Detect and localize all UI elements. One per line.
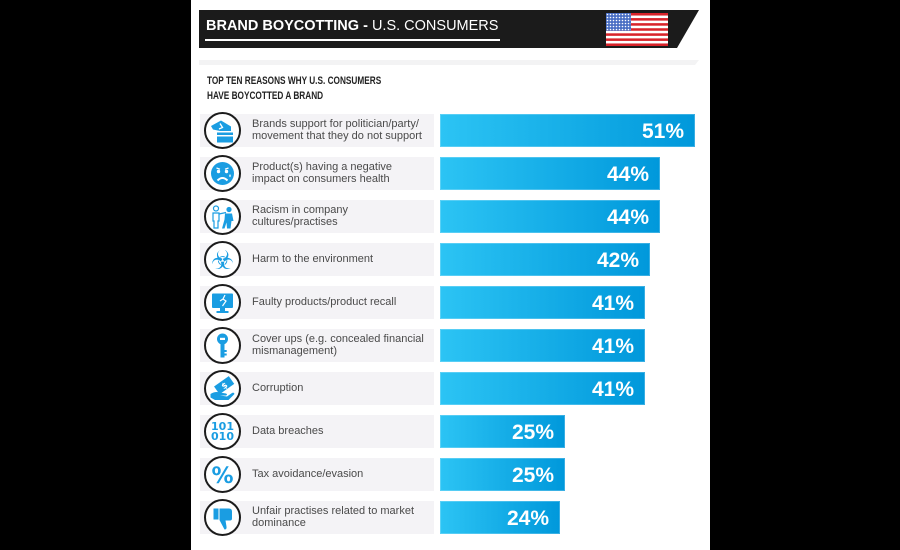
bar: 24% <box>440 501 560 534</box>
subtitle-line-1: TOP TEN REASONS WHY U.S. CONSUMERS <box>207 75 382 87</box>
icon-badge <box>204 327 241 364</box>
bar-value: 25% <box>511 421 554 444</box>
chart-row: Cover ups (e.g. concealed financial mism… <box>191 327 710 364</box>
percent-icon: % <box>211 464 233 489</box>
bar: 42% <box>440 243 650 276</box>
broken-monitor-icon <box>212 293 233 313</box>
bar-value: 25% <box>511 464 554 487</box>
page-title: BRAND BOYCOTTING - U.S. CONSUMERS <box>206 18 498 35</box>
bar: 25% <box>440 415 565 448</box>
chart-row: $ Corruption 41% <box>191 370 710 407</box>
bar-value: 42% <box>596 249 639 272</box>
infographic-panel: BRAND BOYCOTTING - U.S. CONSUMERS TOP TE… <box>191 0 710 550</box>
row-label: Faulty products/product recall <box>252 295 397 308</box>
bribe-money-icon: $ <box>210 376 235 400</box>
icon-badge: 101 010 <box>204 413 241 450</box>
chart-row: Unfair practises related to market domin… <box>191 499 710 536</box>
title-bold: BRAND BOYCOTTING <box>206 18 360 34</box>
bar: 44% <box>440 200 660 233</box>
svg-text:010: 010 <box>211 430 234 443</box>
row-label: Harm to the environment <box>252 252 374 265</box>
row-label: Racism in company cultures/practises <box>252 204 348 228</box>
bar-value: 41% <box>591 378 634 401</box>
svg-text:$: $ <box>220 380 230 391</box>
binary-data-icon: 101 010 <box>211 420 234 443</box>
svg-text:%: % <box>211 464 233 489</box>
bar-value: 44% <box>606 206 649 229</box>
subtitle-line-2: HAVE BOYCOTTED A BRAND <box>207 89 324 102</box>
bar: 41% <box>440 286 645 319</box>
biohazard-icon: ☣ <box>211 246 234 276</box>
icon-badge: % <box>204 456 241 493</box>
title-underline <box>205 39 500 41</box>
sad-face-icon <box>211 162 234 185</box>
icon-badge: $ <box>204 370 241 407</box>
title-separator: - <box>359 18 372 34</box>
key-icon <box>217 333 228 358</box>
icon-badge <box>204 155 241 192</box>
us-flag-icon <box>606 13 668 46</box>
row-label: Corruption <box>252 381 304 394</box>
chart-row: ☣ Harm to the environment 42% <box>191 241 710 278</box>
chart-row: Product(s) having a negative impact on c… <box>191 155 710 192</box>
chart-subtitle: TOP TEN REASONS WHY U.S. CONSUMERS HAVE … <box>207 74 381 103</box>
thumbs-down-icon <box>213 508 232 530</box>
icon-badge <box>204 198 241 235</box>
bar-value: 41% <box>591 292 634 315</box>
icon-badge: ☣ <box>204 241 241 278</box>
bar-value: 51% <box>641 120 684 143</box>
bar-value: 44% <box>606 163 649 186</box>
row-label: Data breaches <box>252 424 324 437</box>
bar: 41% <box>440 372 645 405</box>
chart-row: Racism in company cultures/practises 44% <box>191 198 710 235</box>
chart-row: % Tax avoidance/evasion 25% <box>191 456 710 493</box>
chart-row: Faulty products/product recall 41% <box>191 284 710 321</box>
row-label: Cover ups (e.g. concealed financial mism… <box>252 333 424 357</box>
bar: 51% <box>440 114 695 147</box>
row-label: Brands support for politician/party/ mov… <box>252 118 422 142</box>
bar: 41% <box>440 329 645 362</box>
bar-value: 41% <box>591 335 634 358</box>
icon-badge <box>204 284 241 321</box>
icon-badge <box>204 112 241 149</box>
row-label: Tax avoidance/evasion <box>252 467 364 480</box>
svg-text:101: 101 <box>211 420 234 433</box>
chart-row: 101 010 Data breaches 25% <box>191 413 710 450</box>
discrimination-icon <box>212 205 234 229</box>
icon-badge <box>204 499 241 536</box>
svg-text:☣: ☣ <box>211 246 234 276</box>
row-label: Product(s) having a negative impact on c… <box>252 161 393 185</box>
chart-row: Brands support for politician/party/ mov… <box>191 112 710 149</box>
bar: 25% <box>440 458 565 491</box>
row-label: Unfair practises related to market domin… <box>252 505 415 529</box>
ballot-box-icon <box>211 120 233 143</box>
title-banner: BRAND BOYCOTTING - U.S. CONSUMERS <box>199 10 699 48</box>
bar-value: 24% <box>506 507 549 530</box>
bar: 44% <box>440 157 660 190</box>
divider-strip <box>199 60 699 65</box>
title-regular: U.S. CONSUMERS <box>371 18 499 34</box>
